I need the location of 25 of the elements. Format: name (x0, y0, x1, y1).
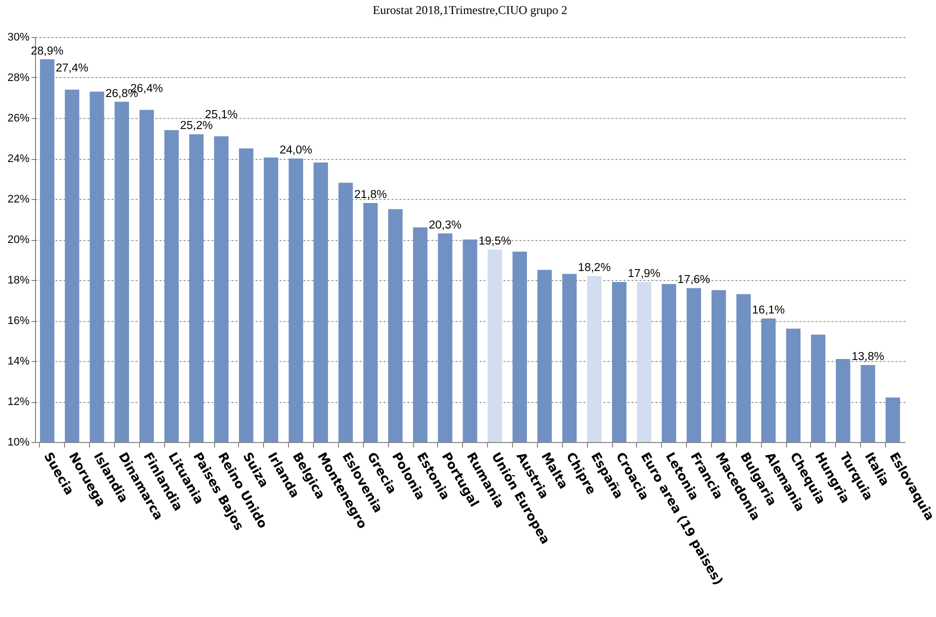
data-label: 13,8% (852, 351, 884, 364)
y-tick-label: 22% (7, 194, 30, 206)
data-label: 17,6% (678, 274, 710, 286)
y-tick-label: 14% (7, 356, 30, 368)
chart-title: Eurostat 2018,1Trimestre,CIUO grupo 2 (372, 3, 568, 17)
data-label: 25,2% (180, 120, 213, 132)
data-label: 20,3% (428, 219, 462, 232)
y-tick-label: 24% (7, 153, 30, 165)
y-tick-label: 18% (7, 274, 30, 286)
y-tick-label: 26% (7, 112, 30, 124)
y-tick-label: 20% (7, 234, 30, 246)
data-label: 18,2% (578, 262, 611, 274)
data-label: 27,4% (56, 62, 88, 75)
y-tick-label: 10% (7, 436, 30, 448)
data-label: 28,9% (30, 45, 64, 58)
y-tick-label: 12% (7, 396, 30, 408)
y-tick-label: 30% (7, 32, 30, 44)
data-label: 21,8% (354, 189, 387, 202)
data-label: 17,9% (628, 268, 660, 280)
y-tick-label: 28% (7, 72, 30, 84)
data-label: 25,1% (204, 109, 238, 122)
data-label: 19,5% (478, 236, 512, 248)
y-tick-label: 16% (7, 315, 30, 327)
data-label: 16,1% (752, 304, 785, 316)
data-label: 24,0% (280, 144, 312, 156)
